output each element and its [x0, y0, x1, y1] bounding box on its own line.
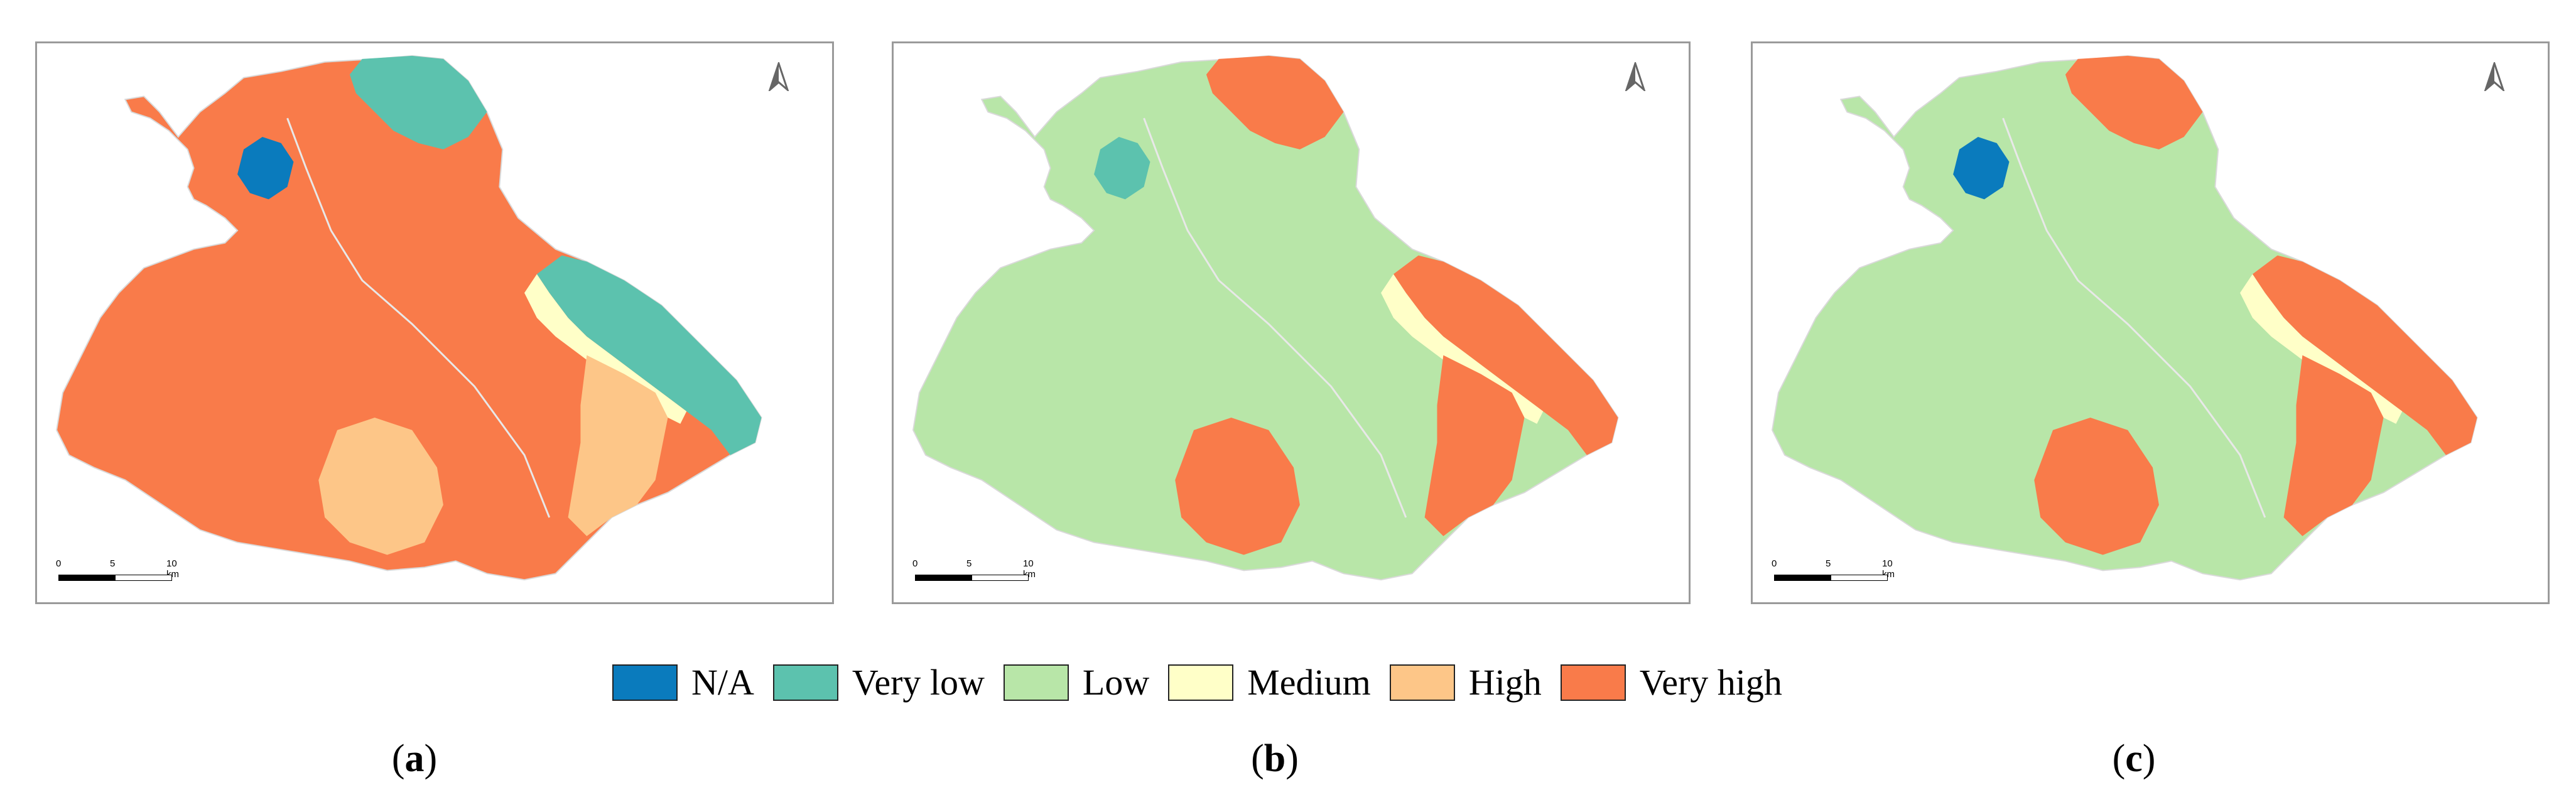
legend-label: N/A	[691, 662, 754, 703]
legend-swatch	[1389, 664, 1455, 701]
map-panel-c: 0 5 10 km	[1751, 41, 2550, 604]
legend-item-medium: Medium	[1168, 664, 1371, 701]
map-a	[56, 55, 762, 581]
legend-item-low: Low	[1003, 662, 1150, 703]
scale-label-5: 5	[1826, 558, 1831, 569]
legend-swatch	[772, 664, 838, 701]
caption-letter: a	[404, 737, 425, 780]
caption-a: (a)	[391, 737, 438, 780]
caption-letter: b	[1264, 737, 1286, 780]
river-line	[286, 117, 551, 518]
zone-east	[2252, 255, 2477, 455]
map-panel-a: 0 5 10 km	[35, 41, 834, 604]
zone-south	[318, 417, 443, 555]
legend-item-very-low: Very low	[772, 662, 985, 703]
zone-lake	[1953, 136, 2010, 200]
scale-label-5: 5	[966, 558, 972, 569]
zone-east	[1393, 255, 1618, 455]
scale-bar: 0 5 10 km	[56, 558, 179, 586]
river-line	[2002, 117, 2266, 518]
zone-lake	[1094, 136, 1150, 200]
zone-southeast	[1424, 355, 1525, 536]
caption-b: (b)	[1251, 737, 1299, 780]
legend: N/A Very low Low Medium High Very high	[612, 661, 1801, 705]
river-line	[1143, 117, 1407, 518]
zone-band	[1381, 274, 1544, 424]
map-c	[1772, 55, 2478, 581]
zone-south	[2034, 417, 2159, 555]
zone-north	[349, 55, 487, 149]
caption-c: (c)	[2112, 737, 2156, 780]
zone-southeast	[568, 355, 668, 536]
zone-north	[1206, 55, 1344, 149]
legend-swatch	[1003, 664, 1069, 701]
scale-label-0: 0	[56, 558, 62, 569]
legend-item-very-high: Very high	[1560, 662, 1782, 703]
legend-label: Very low	[852, 662, 985, 703]
legend-swatch	[1560, 664, 1626, 701]
scale-label-0: 0	[912, 558, 918, 569]
map-panel-b: 0 5 10 km	[892, 41, 1691, 604]
scale-bar: 0 5 10 km	[1772, 558, 1895, 586]
legend-item-na: N/A	[612, 664, 754, 701]
zone-lake	[237, 136, 294, 200]
zone-east	[536, 255, 762, 455]
zone-band	[2240, 274, 2403, 424]
map-b	[912, 55, 1619, 581]
zone-southeast	[2283, 355, 2384, 536]
legend-label: Medium	[1247, 662, 1371, 703]
legend-label: Low	[1082, 662, 1150, 703]
legend-swatch	[1168, 664, 1234, 701]
north-arrow-icon	[1625, 62, 1646, 91]
zone-north	[2065, 55, 2203, 149]
zone-band	[524, 274, 687, 424]
legend-swatch	[612, 664, 678, 701]
scale-label-0: 0	[1772, 558, 1777, 569]
legend-item-high: High	[1389, 662, 1542, 703]
north-arrow-icon	[2484, 62, 2505, 91]
legend-label: Very high	[1639, 662, 1782, 703]
legend-label: High	[1468, 662, 1542, 703]
zone-south	[1175, 417, 1300, 555]
scale-bar: 0 5 10 km	[912, 558, 1036, 586]
scale-label-5: 5	[110, 558, 116, 569]
caption-letter: c	[2125, 737, 2143, 780]
north-arrow-icon	[768, 62, 789, 91]
